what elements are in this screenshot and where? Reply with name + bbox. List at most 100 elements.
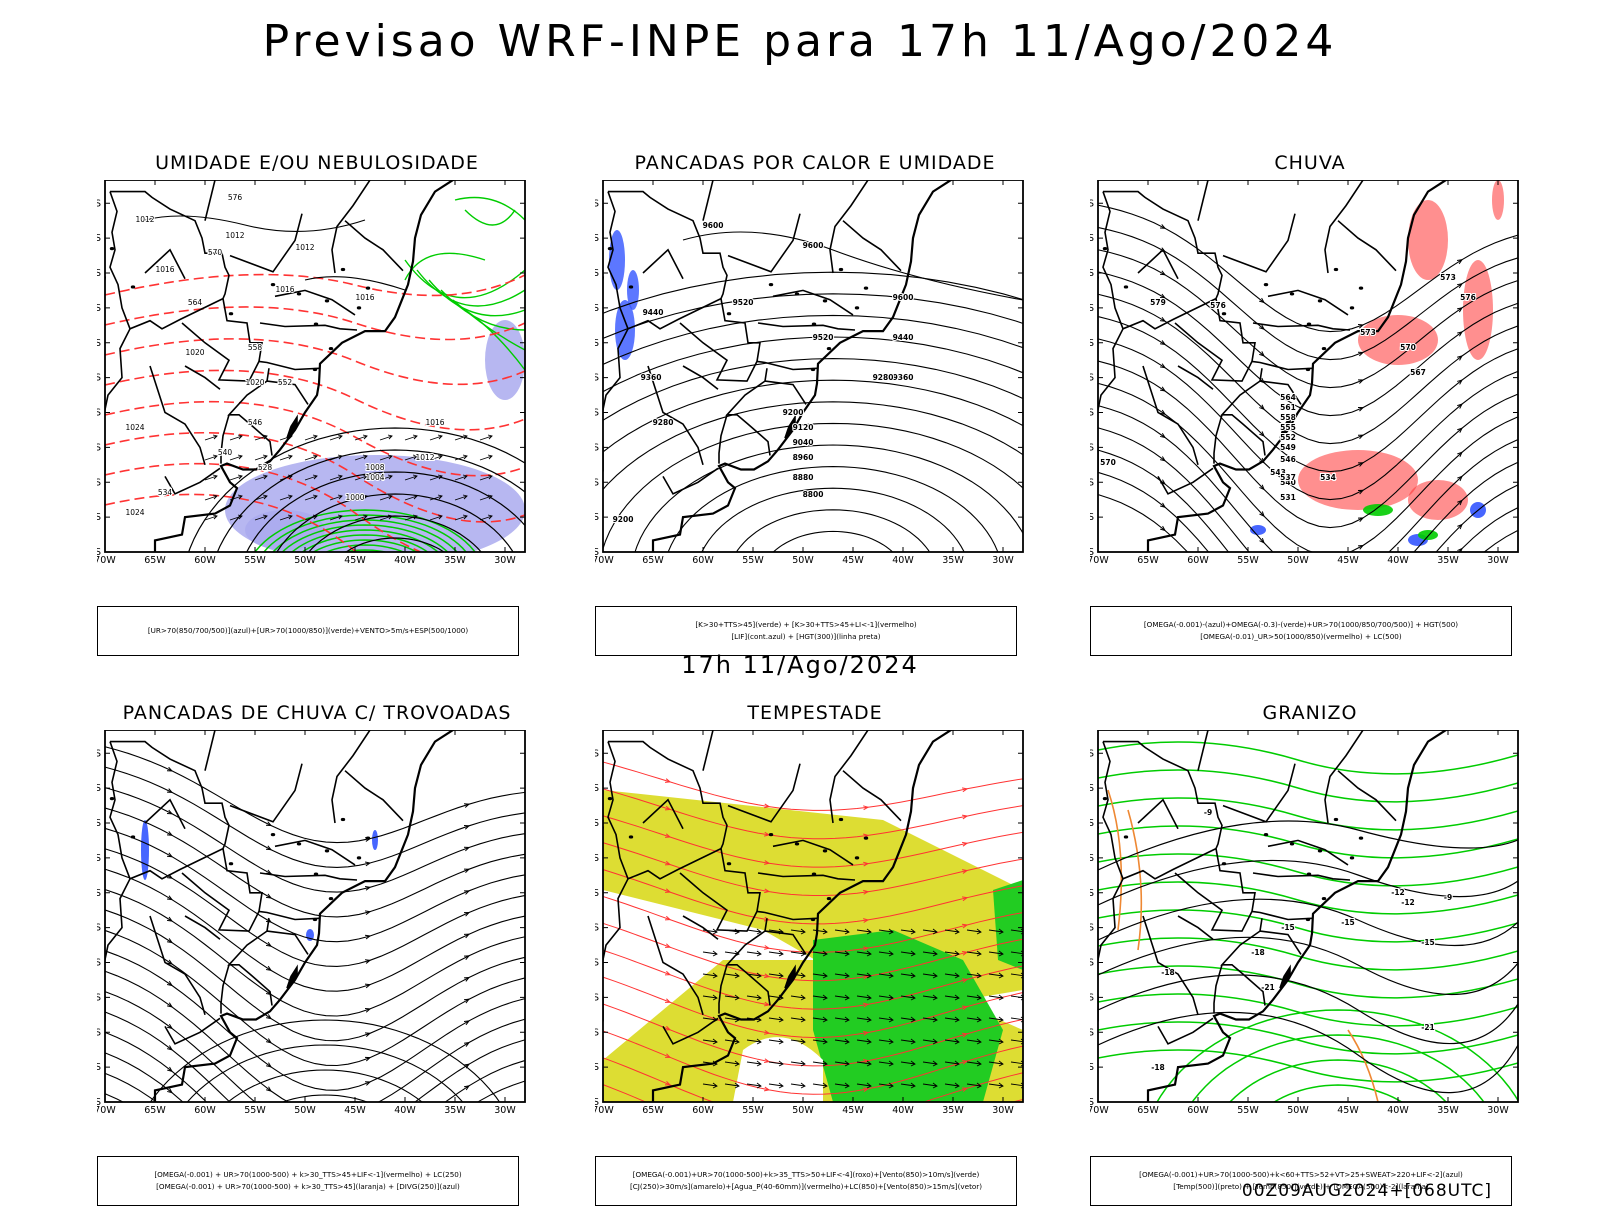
lon-tick-label: 40W <box>1387 1105 1409 1116</box>
legend-line: [LIF](cont.azul) + [HGT(300)](linha pret… <box>731 632 881 641</box>
contour-label: 576 <box>1210 301 1226 310</box>
contour-label: 8880 <box>793 473 814 482</box>
lat-tick-label: 36S <box>1090 1027 1094 1038</box>
lon-tick-label: 60W <box>1187 555 1209 566</box>
contour-label: 1016 <box>425 418 444 427</box>
contour-label: 1012 <box>225 231 244 240</box>
contour-label: 9600 <box>893 293 914 302</box>
contour-label: -18 <box>1151 1063 1165 1072</box>
map-granizo: -9 -9 -12-12 -15 -15 -18 -18 -21 -21 -15 -18 12S 15S… <box>1090 730 1519 1116</box>
contour-label: 531 <box>1280 493 1296 502</box>
country-borders <box>603 730 953 1102</box>
contour-label: 9360 <box>641 373 662 382</box>
legend-line: [K>30+TTS>45](verde) + [K>30+TTS>45+LI<-… <box>695 620 917 629</box>
contour-label: -15 <box>1341 918 1355 927</box>
map-border <box>104 730 526 1103</box>
country-borders <box>603 180 953 552</box>
contour-label: 9440 <box>893 333 914 342</box>
lat-tick-label: 18S <box>1090 818 1094 829</box>
contour-label: 543 <box>1270 468 1286 477</box>
lon-tick-label: 40W <box>394 555 416 566</box>
lat-tick-label: 39S <box>595 1062 599 1073</box>
green-contours <box>254 196 525 552</box>
map-content: 579 5765735705675645615585555525495465435… <box>1098 180 1518 552</box>
contour-label: 579 <box>1150 298 1166 307</box>
panel-title: CHUVA <box>1274 152 1346 174</box>
contour-label: 9040 <box>793 438 814 447</box>
panel-pancadas-calor: PANCADAS POR CALOR E UMIDADE 9600 9600 960… <box>595 152 1035 656</box>
contour-label: 9200 <box>783 408 804 417</box>
map-frame: -9 -9 -12-12 -15 -15 -18 -18 -21 -21 -15 -18 12S 15S… <box>1090 730 1519 1116</box>
map-frame: 579 5765735705675645615585555525495465435… <box>1090 180 1519 566</box>
contour-label: 567 <box>1410 368 1426 377</box>
lat-tick-label: 21S <box>1090 303 1094 314</box>
map-trovoadas: 12S 15S 18S 21S 24S 27S 30S 33S 36S 39S 42S70W 65W 6… <box>97 730 526 1116</box>
lon-tick-label: 70W <box>97 555 116 566</box>
lat-tick-label: 24S <box>97 338 101 349</box>
streamlines <box>1098 204 1518 552</box>
legend-line: [OMEGA(-0.001)+UR>70(1000-500)+k<60+TTS>… <box>1139 1170 1463 1179</box>
contour-label: 9200 <box>613 515 634 524</box>
contour-label: 558 <box>1280 413 1296 422</box>
panel-title: GRANIZO <box>1262 702 1358 724</box>
hgt300-contours <box>603 231 1023 552</box>
lon-tick-label: 65W <box>144 1105 166 1116</box>
contour-label: 552 <box>1280 433 1296 442</box>
contour-label: 8800 <box>803 490 824 499</box>
contour-label: 9440 <box>643 308 664 317</box>
lon-tick-label: 55W <box>742 555 764 566</box>
legend-box: [UR>70(850/700/500)](azul)+[UR>70(1000/8… <box>97 606 519 656</box>
run-info: 00Z09AUG2024+[068UTC] <box>1241 1181 1492 1201</box>
map-border <box>1097 730 1519 1103</box>
contour-label: 570 <box>208 248 223 257</box>
contour-label: 9600 <box>703 221 724 230</box>
lat-tick-label: 30S <box>595 408 599 419</box>
lon-tick-label: 35W <box>1437 1105 1459 1116</box>
lat-tick-label: 30S <box>595 958 599 969</box>
wind-vectors <box>702 928 1023 1089</box>
contour-label: 1012 <box>135 215 154 224</box>
contour-label: 1000 <box>345 493 364 502</box>
contour-label: 573 <box>1360 328 1376 337</box>
panel-title: UMIDADE E/OU NEBULOSIDADE <box>155 152 479 174</box>
lon-tick-label: 65W <box>1137 1105 1159 1116</box>
lat-tick-label: 18S <box>97 268 101 279</box>
lon-tick-label: 45W <box>344 555 366 566</box>
lat-tick-label: 27S <box>97 373 101 384</box>
lon-tick-label: 30W <box>494 555 516 566</box>
lat-tick-label: 42S <box>1090 1097 1094 1108</box>
lon-tick-label: 70W <box>97 1105 116 1116</box>
contour-label: 1008 <box>365 463 384 472</box>
panel-title: TEMPESTADE <box>747 702 883 724</box>
lon-tick-label: 60W <box>692 1105 714 1116</box>
map-frame: 12S 15S 18S 21S 24S 27S 30S 33S 36S 39S 42S70W 65W 6… <box>97 730 526 1116</box>
lat-tick-label: 42S <box>97 547 101 558</box>
legend-line: [OMEGA(-0.01)_UR>50(1000/850)(vermelho) … <box>1200 632 1402 641</box>
contour-label: 9520 <box>733 298 754 307</box>
lon-tick-label: 55W <box>1237 555 1259 566</box>
lat-tick-label: 21S <box>1090 853 1094 864</box>
lat-tick-label: 27S <box>1090 923 1094 934</box>
contour-lines <box>188 427 525 552</box>
lat-tick-label: 24S <box>595 888 599 899</box>
map-chuva: 579 5765735705675645615585555525495465435… <box>1090 180 1519 566</box>
lat-tick-label: 30S <box>1090 958 1094 969</box>
contour-label: -12 <box>1391 888 1405 897</box>
lat-tick-label: 21S <box>97 303 101 314</box>
lat-tick-label: 18S <box>97 818 101 829</box>
contour-label: 1024 <box>125 423 144 432</box>
lat-tick-label: 36S <box>1090 477 1094 488</box>
lon-tick-label: 35W <box>444 555 466 566</box>
lat-tick-label: 12S <box>97 198 101 209</box>
lat-tick-label: 21S <box>595 853 599 864</box>
contour-label: 576 <box>1460 293 1476 302</box>
lat-tick-label: 21S <box>97 853 101 864</box>
contour-label: 546 <box>1280 455 1296 464</box>
lat-tick-label: 15S <box>97 233 101 244</box>
lat-tick-label: 36S <box>595 477 599 488</box>
lon-tick-label: 65W <box>642 555 664 566</box>
contour-label: 9280 <box>653 418 674 427</box>
contour-label: 534 <box>158 488 173 497</box>
lon-tick-label: 35W <box>942 1105 964 1116</box>
